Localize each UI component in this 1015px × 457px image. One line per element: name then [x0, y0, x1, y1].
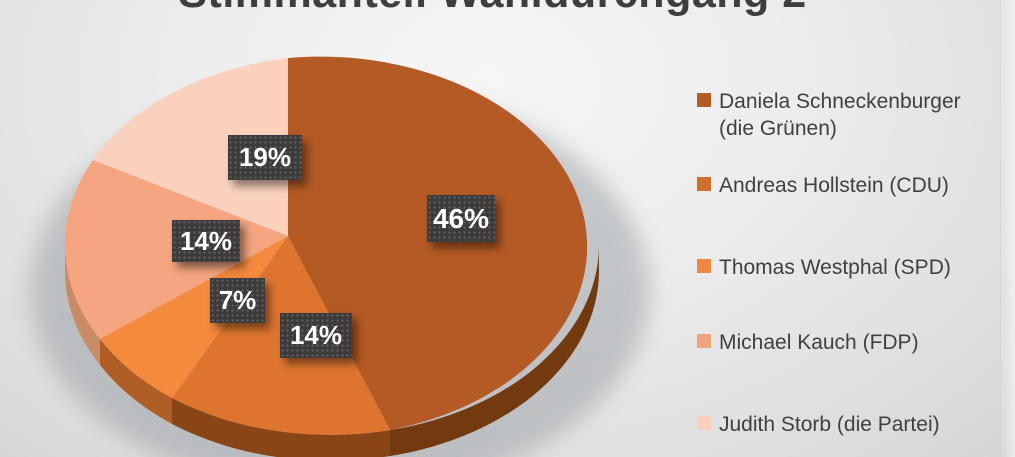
pie-side-cdu: [172, 398, 390, 457]
data-label-fdp: 14%: [172, 220, 240, 262]
legend-label: Judith Storb (die Partei): [719, 413, 940, 436]
legend-item-fdp: Michael Kauch (FDP): [697, 329, 989, 356]
pie-side-spd: [100, 339, 172, 424]
data-label-gruene: 46%: [427, 195, 495, 242]
slide-edge-strip: [1000, 0, 1015, 457]
legend-swatch-icon: [697, 177, 711, 191]
legend-swatch-icon: [697, 259, 711, 273]
legend-swatch-icon: [697, 93, 711, 107]
data-label-partei: 19%: [228, 135, 302, 180]
legend-swatch-icon: [697, 334, 711, 348]
legend-swatch-icon: [697, 416, 711, 430]
data-label-cdu: 14%: [280, 313, 352, 358]
pie-slice-gruene: [288, 56, 588, 430]
legend-item-partei: Judith Storb (die Partei): [697, 411, 989, 438]
legend-label: Thomas Westphal (SPD): [719, 256, 951, 279]
pie-side-gruene: [390, 245, 599, 456]
pie-slice-spd: [100, 236, 288, 398]
legend-item-spd: Thomas Westphal (SPD): [697, 254, 989, 281]
legend-item-cdu: Andreas Hollstein (CDU): [697, 172, 989, 199]
legend-label: Daniela Schneckenburger (die Grünen): [719, 90, 961, 140]
legend-label: Michael Kauch (FDP): [719, 331, 919, 354]
chart-title: Stimmanteil Wahldurchgang 2: [0, 0, 985, 18]
data-label-spd: 7%: [210, 278, 265, 323]
pie-side-fdp: [65, 245, 100, 365]
legend-label: Andreas Hollstein (CDU): [719, 174, 949, 197]
pie-slice-partei: [93, 58, 288, 236]
legend-item-gruene: Daniela Schneckenburger (die Grünen): [697, 88, 989, 142]
